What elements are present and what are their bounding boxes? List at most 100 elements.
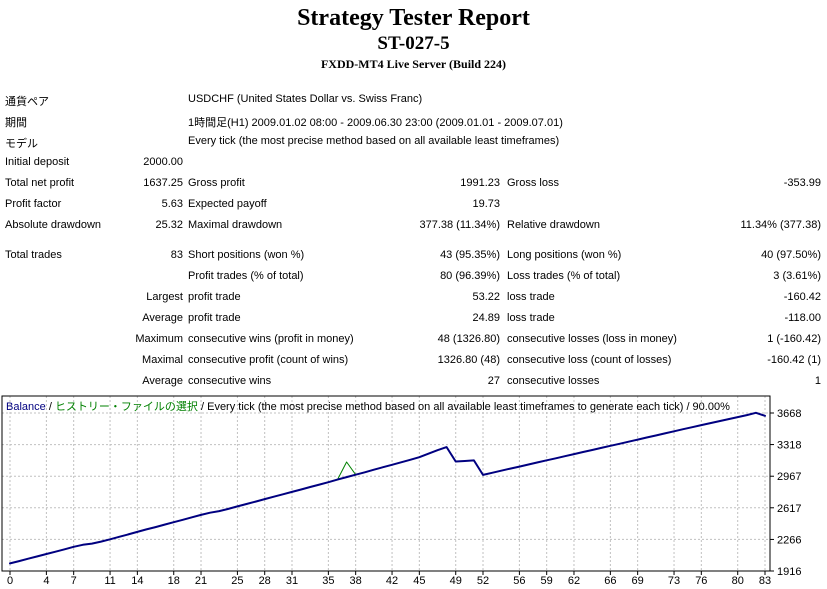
table-row: 期間 1時間足(H1) 2009.01.02 08:00 - 2009.06.3… — [0, 110, 827, 131]
row-label-2: USDCHF (United States Dollar vs. Swiss F… — [188, 93, 423, 105]
row-label-2: profit trade — [188, 312, 241, 324]
svg-text:31: 31 — [286, 575, 298, 587]
svg-text:73: 73 — [668, 575, 680, 587]
row-label-3: Gross loss — [507, 177, 559, 189]
svg-text:28: 28 — [259, 575, 271, 587]
svg-text:2617: 2617 — [777, 503, 801, 515]
chart-axis-ticks — [9, 412, 774, 575]
svg-text:0: 0 — [7, 575, 13, 587]
series-equity-spike — [337, 461, 357, 481]
row-value-1: Average — [142, 375, 183, 387]
balance-chart: 0 4 7 11 14 18 21 25 28 31 35 38 42 45 49 52 56 59 62 66 69 7… — [1, 395, 801, 587]
svg-text:42: 42 — [386, 575, 398, 587]
svg-text:66: 66 — [604, 575, 616, 587]
row-value-1: 1637.25 — [143, 177, 183, 189]
row-label-2: Maximal drawdown — [188, 219, 283, 231]
row-value-2: 1991.23 — [460, 177, 500, 189]
row-label-3: consecutive losses (loss in money) — [507, 333, 677, 345]
svg-text:18: 18 — [168, 575, 180, 587]
chart-grid — [2, 396, 770, 571]
row-label-1: モデル — [5, 138, 38, 150]
series-Balance — [9, 411, 766, 565]
svg-text:4: 4 — [43, 575, 49, 587]
row-label-2: Every tick (the most precise method base… — [188, 135, 560, 147]
chart-series — [9, 411, 766, 565]
row-label-2: profit trade — [188, 291, 241, 303]
row-label-1: Total net profit — [5, 177, 75, 189]
svg-text:11: 11 — [104, 575, 115, 587]
row-value-1: Maximum — [135, 333, 183, 345]
svg-text:38: 38 — [350, 575, 362, 587]
legend-history-file-label: ヒストリー・ファイルの選択 — [54, 401, 198, 413]
row-value-1: Largest — [146, 291, 183, 303]
row-value-2: 24.89 — [472, 312, 500, 324]
report-header: Strategy Tester Report ST-027-5 FXDD-MT4… — [0, 0, 827, 71]
table-row: Profit factor 5.63 Expected payoff 19.73 — [0, 194, 827, 215]
row-label-3: loss trade — [507, 312, 555, 324]
table-row: Total trades 83 Short positions (won %) … — [0, 245, 827, 266]
svg-text:21: 21 — [195, 575, 207, 587]
row-label-2: Gross profit — [188, 177, 245, 189]
svg-text:2266: 2266 — [777, 534, 801, 546]
row-value-3: 11.34% (377.38) — [740, 219, 821, 231]
row-value-2: 80 (96.39%) — [440, 270, 500, 282]
svg-text:56: 56 — [513, 575, 525, 587]
row-value-2: 19.73 — [472, 198, 500, 210]
table-row: Total net profit 1637.25 Gross profit 19… — [0, 173, 827, 194]
svg-text:3318: 3318 — [777, 440, 801, 452]
row-label-1: Initial deposit — [5, 156, 70, 168]
svg-text:69: 69 — [632, 575, 644, 587]
svg-text:25: 25 — [231, 575, 243, 587]
table-row: Average consecutive wins 27 consecutive … — [0, 371, 827, 392]
row-value-1: 2000.00 — [143, 156, 183, 168]
chart-frame — [1, 395, 771, 572]
row-label-1: 通貨ペア — [5, 96, 49, 108]
svg-text:49: 49 — [450, 575, 462, 587]
row-value-3: 1 — [814, 375, 821, 387]
row-value-3: 1 (-160.42) — [767, 333, 821, 345]
row-label-2: Short positions (won %) — [188, 249, 305, 261]
row-label-3: Loss trades (% of total) — [507, 270, 621, 282]
summary-table: 通貨ペア USDCHF (United States Dollar vs. Sw… — [0, 89, 827, 392]
row-value-3: -353.99 — [783, 177, 821, 189]
strategy-name: ST-027-5 — [377, 33, 450, 54]
legend-model-label: / Every tick (the most precise method ba… — [197, 401, 730, 413]
svg-text:2967: 2967 — [777, 471, 801, 483]
row-label-2: consecutive wins — [188, 375, 272, 387]
row-value-3: -118.00 — [784, 312, 822, 324]
row-value-2: 1326.80 (48) — [437, 354, 500, 366]
svg-text:52: 52 — [477, 575, 489, 587]
row-label-1: Total trades — [5, 249, 62, 261]
svg-text:76: 76 — [695, 575, 707, 587]
table-row: Average profit trade 24.89 loss trade -1… — [0, 308, 827, 329]
row-value-2: 377.38 (11.34%) — [419, 219, 500, 231]
svg-text:62: 62 — [568, 575, 580, 587]
row-value-3: 3 (3.61%) — [773, 270, 821, 282]
row-value-1: 83 — [170, 249, 183, 261]
table-row: 通貨ペア USDCHF (United States Dollar vs. Sw… — [0, 89, 827, 110]
table-row: Initial deposit 2000.00 — [0, 152, 827, 173]
svg-text:3668: 3668 — [777, 408, 801, 420]
row-value-2: 27 — [487, 375, 500, 387]
row-label-3: loss trade — [507, 291, 555, 303]
svg-text:59: 59 — [541, 575, 553, 587]
table-row: Maximum consecutive wins (profit in mone… — [0, 329, 827, 350]
table-row: Profit trades (% of total) 80 (96.39%) L… — [0, 266, 827, 287]
svg-text:80: 80 — [732, 575, 744, 587]
row-value-1: 25.32 — [155, 219, 183, 231]
table-row: Maximal consecutive profit (count of win… — [0, 350, 827, 371]
row-label-3: consecutive loss (count of losses) — [507, 354, 672, 366]
x-axis-labels: 0 4 7 11 14 18 21 25 28 31 35 38 42 45 49 52 56 59 62 66 69 7… — [7, 575, 771, 587]
row-label-3: consecutive losses — [507, 375, 600, 387]
y-axis-labels: 3668 3318 2967 2617 2266 1916 — [777, 408, 801, 578]
row-value-3: -160.42 — [783, 291, 821, 303]
row-label-1: Profit factor — [5, 198, 62, 210]
chart-legend: Balance / ヒストリー・ファイルの選択 / Every tick (th… — [6, 398, 730, 414]
row-value-2: 43 (95.35%) — [440, 249, 500, 261]
row-label-1: Absolute drawdown — [5, 219, 102, 231]
svg-text:35: 35 — [322, 575, 334, 587]
row-label-2: Profit trades (% of total) — [188, 270, 304, 282]
svg-text:45: 45 — [413, 575, 425, 587]
row-value-2: 48 (1326.80) — [437, 333, 500, 345]
row-value-1: Maximal — [142, 354, 183, 366]
